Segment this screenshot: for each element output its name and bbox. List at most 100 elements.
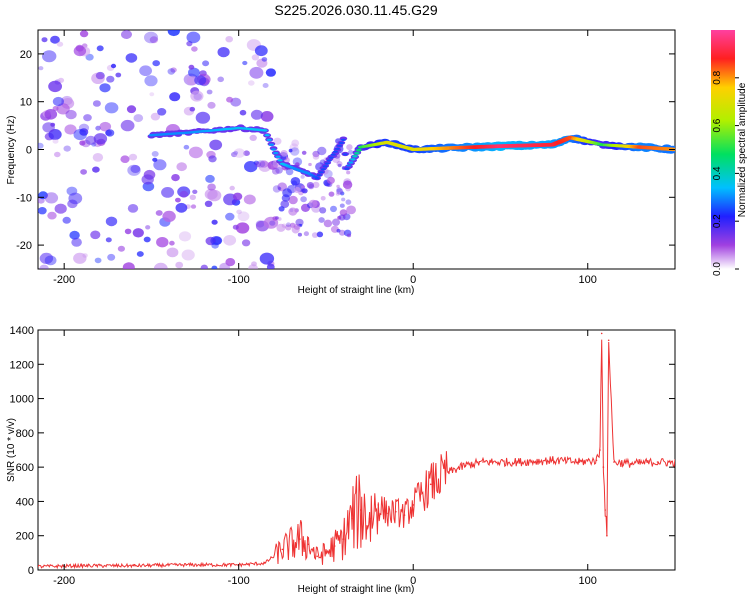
noise-blob (105, 216, 118, 227)
noise-blob (297, 232, 302, 237)
noise-blob (338, 214, 346, 221)
noise-blob (156, 237, 169, 248)
ridge-core (266, 138, 272, 142)
ridge-core (275, 155, 281, 158)
noise-blob (200, 264, 208, 269)
noise-blob (254, 45, 268, 57)
x-tick-label: -200 (53, 575, 75, 587)
noise-blob (244, 161, 258, 173)
noise-blob (342, 180, 353, 189)
ridge-core (320, 168, 326, 171)
noise-blob (233, 148, 246, 158)
noise-blob (225, 212, 235, 221)
noise-blob (338, 229, 346, 236)
noise-blob (332, 218, 340, 226)
noise-blob (120, 155, 130, 163)
noise-blob (303, 231, 309, 237)
noise-blob (217, 76, 224, 83)
ridge-core (356, 148, 362, 152)
noise-blob (256, 160, 266, 168)
noise-blob (225, 258, 236, 267)
ridge-core (277, 159, 283, 162)
noise-blob (50, 122, 56, 127)
noise-blob (223, 235, 237, 246)
noise-blob (346, 144, 353, 151)
noise-blob (94, 257, 102, 264)
noise-blob (99, 83, 111, 93)
noise-blob (62, 216, 71, 224)
y-tick-label: 800 (16, 428, 34, 440)
noise-blob (292, 157, 303, 166)
noise-blob (341, 197, 346, 202)
y-tick-label: 0 (28, 565, 34, 577)
noise-blob (293, 223, 301, 230)
snr-point (377, 504, 380, 506)
noise-blob (259, 252, 275, 265)
snr-point (342, 538, 345, 540)
noise-blob (65, 109, 77, 120)
noise-blob (308, 183, 315, 190)
noise-blob (54, 151, 61, 158)
noise-blob (125, 53, 138, 63)
noise-blob (301, 185, 306, 189)
noise-blob (39, 252, 54, 264)
noise-blob (306, 182, 314, 189)
noise-blob (115, 72, 122, 78)
noise-blob (301, 150, 307, 155)
noise-blob (162, 210, 176, 222)
ridge-core (352, 155, 358, 158)
y-tick-label: 600 (16, 462, 34, 474)
noise-blob (300, 175, 305, 179)
noise-blob (167, 68, 176, 75)
ridge-point (345, 167, 349, 170)
noise-blob (96, 45, 104, 52)
noise-blob (336, 188, 344, 195)
snr-point (599, 449, 601, 451)
ridge-point (185, 131, 188, 134)
colorbar-tick-label: 0.0 (712, 262, 723, 276)
snr-point (264, 562, 266, 564)
snr-point (482, 461, 484, 463)
y-tick-label: 10 (20, 97, 32, 109)
noise-blob (126, 105, 137, 114)
x-tick-label: 0 (410, 575, 416, 587)
spectrogram-noise-layer (38, 30, 356, 269)
noise-blob (235, 222, 250, 234)
noise-blob (207, 101, 216, 109)
y-tick-label: 1400 (10, 325, 34, 337)
noise-blob (259, 160, 269, 168)
ridge-point (316, 177, 319, 180)
ridge-core (324, 162, 330, 165)
noise-blob (345, 186, 351, 192)
noise-blob (99, 121, 112, 132)
noise-blob (179, 190, 189, 198)
noise-blob (144, 75, 158, 87)
ridge-core (316, 174, 322, 177)
noise-blob (39, 264, 49, 269)
noise-blob (41, 37, 48, 43)
noise-blob (232, 192, 243, 201)
noise-blob (152, 60, 160, 67)
noise-blob (317, 146, 327, 156)
noise-blob (262, 83, 269, 88)
noise-blob (206, 89, 213, 95)
snr-point (604, 509, 606, 511)
snr-point (656, 461, 659, 463)
snr-point (133, 564, 135, 567)
noise-blob (209, 139, 223, 151)
ridge-core (318, 171, 324, 174)
snr-point (674, 462, 675, 464)
noise-blob (188, 146, 203, 159)
noise-blob (211, 219, 218, 225)
ridge-core (350, 158, 356, 161)
snr-point (325, 552, 327, 554)
noise-blob (95, 125, 101, 131)
noise-blob (272, 167, 280, 175)
noise-blob (122, 262, 135, 269)
colorbar-tick-label: 0.8 (712, 70, 723, 84)
noise-blob (278, 206, 285, 212)
noise-blob (208, 155, 217, 163)
noise-blob (183, 144, 190, 150)
noise-blob (189, 106, 196, 112)
